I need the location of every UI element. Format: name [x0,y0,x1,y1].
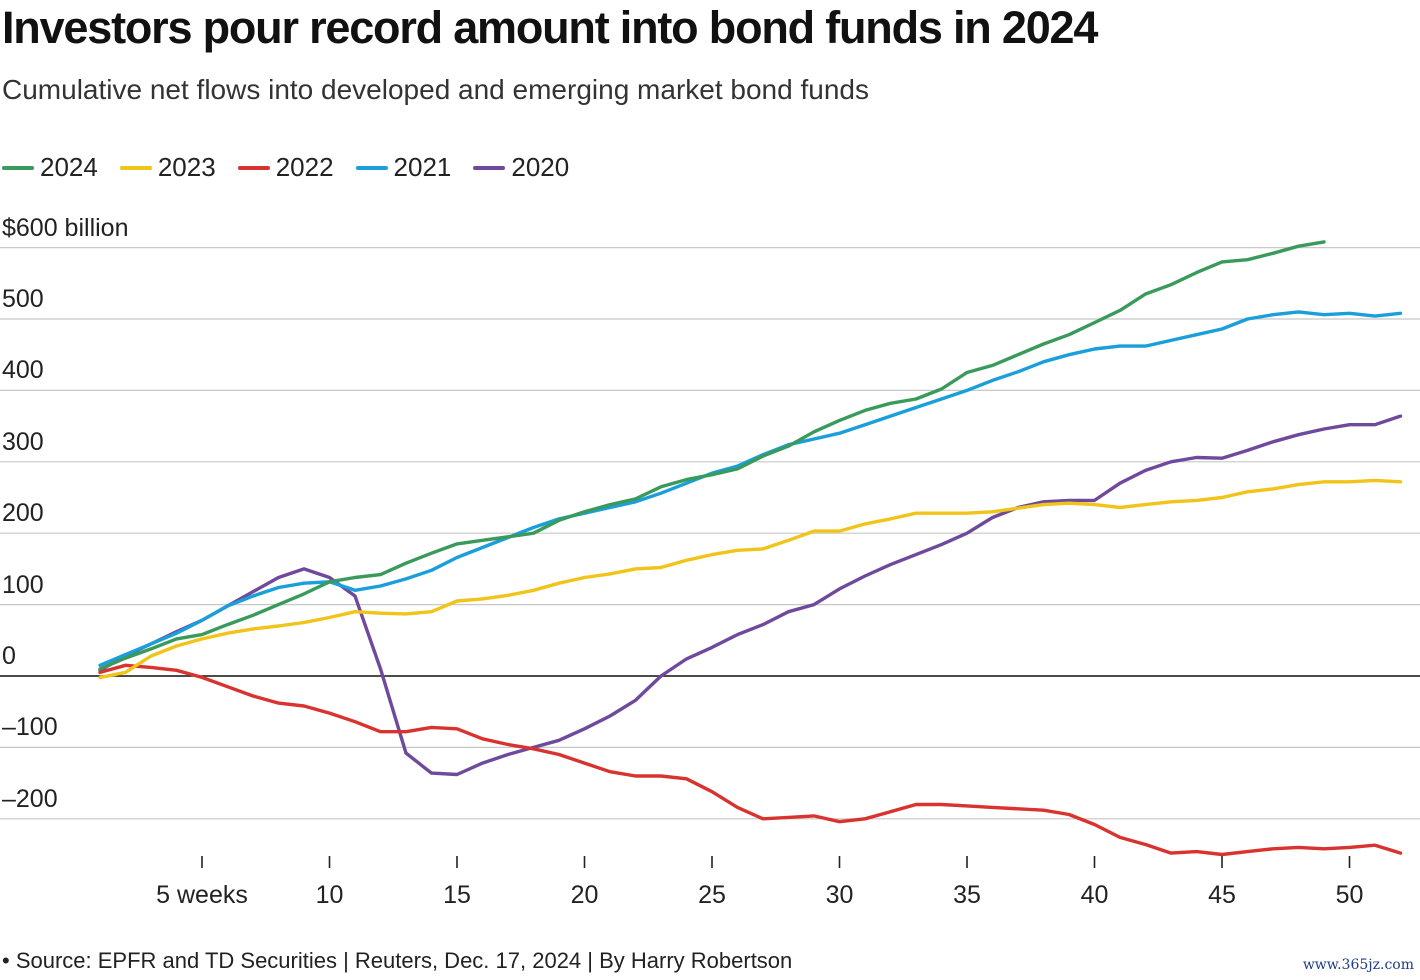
legend-label: 2022 [275,152,334,182]
x-tick-label: 5 weeks [156,881,248,909]
series-line-2023 [98,478,1403,680]
y-tick-label: $600 billion [2,213,129,242]
legend-label: 2020 [511,152,570,182]
chart-subtitle: Cumulative net flows into developed and … [2,74,869,105]
legend: 2024 2023 2022 2021 2020 [2,152,591,183]
source-note: • Source: EPFR and TD Securities | Reute… [2,948,793,973]
y-tick-label: –100 [2,713,58,742]
series-line-2021 [98,310,1403,667]
x-tick-label: 40 [1081,881,1109,909]
x-tick-label: 15 [443,881,471,909]
y-tick-label: 0 [2,642,16,670]
legend-swatch [237,165,270,170]
series-line-2024 [98,240,1326,671]
y-tick-label: 200 [2,499,44,528]
watermark: www.365jz.com [1302,957,1414,973]
legend-label: 2024 [40,152,98,182]
series-line-2020 [98,414,1403,777]
y-tick-label: 500 [2,285,44,313]
legend-item-2024: 2024 [2,152,98,183]
legend-item-2021: 2021 [355,152,452,183]
x-tick-label: 50 [1336,881,1364,909]
legend-swatch [355,165,388,170]
y-tick-label: 300 [2,427,44,456]
legend-item-2022: 2022 [237,152,334,183]
y-tick-label: –200 [2,784,58,813]
legend-swatch [2,165,34,170]
x-tick-label: 10 [316,881,344,909]
y-tick-label: 400 [2,356,44,385]
legend-item-2020: 2020 [473,152,569,183]
x-tick-label: 30 [826,881,854,909]
legend-label: 2021 [393,152,452,182]
legend-label: 2023 [157,152,216,182]
legend-item-2023: 2023 [119,152,216,183]
chart-title: Investors pour record amount into bond f… [2,2,1098,53]
x-tick-label: 35 [953,881,981,909]
x-tick-label: 25 [698,881,726,909]
series-line-2022 [98,663,1403,857]
y-tick-label: 100 [2,570,44,599]
legend-swatch [119,165,152,170]
legend-swatch [473,165,506,170]
x-tick-label: 20 [571,881,599,909]
x-tick-label: 45 [1208,881,1236,909]
